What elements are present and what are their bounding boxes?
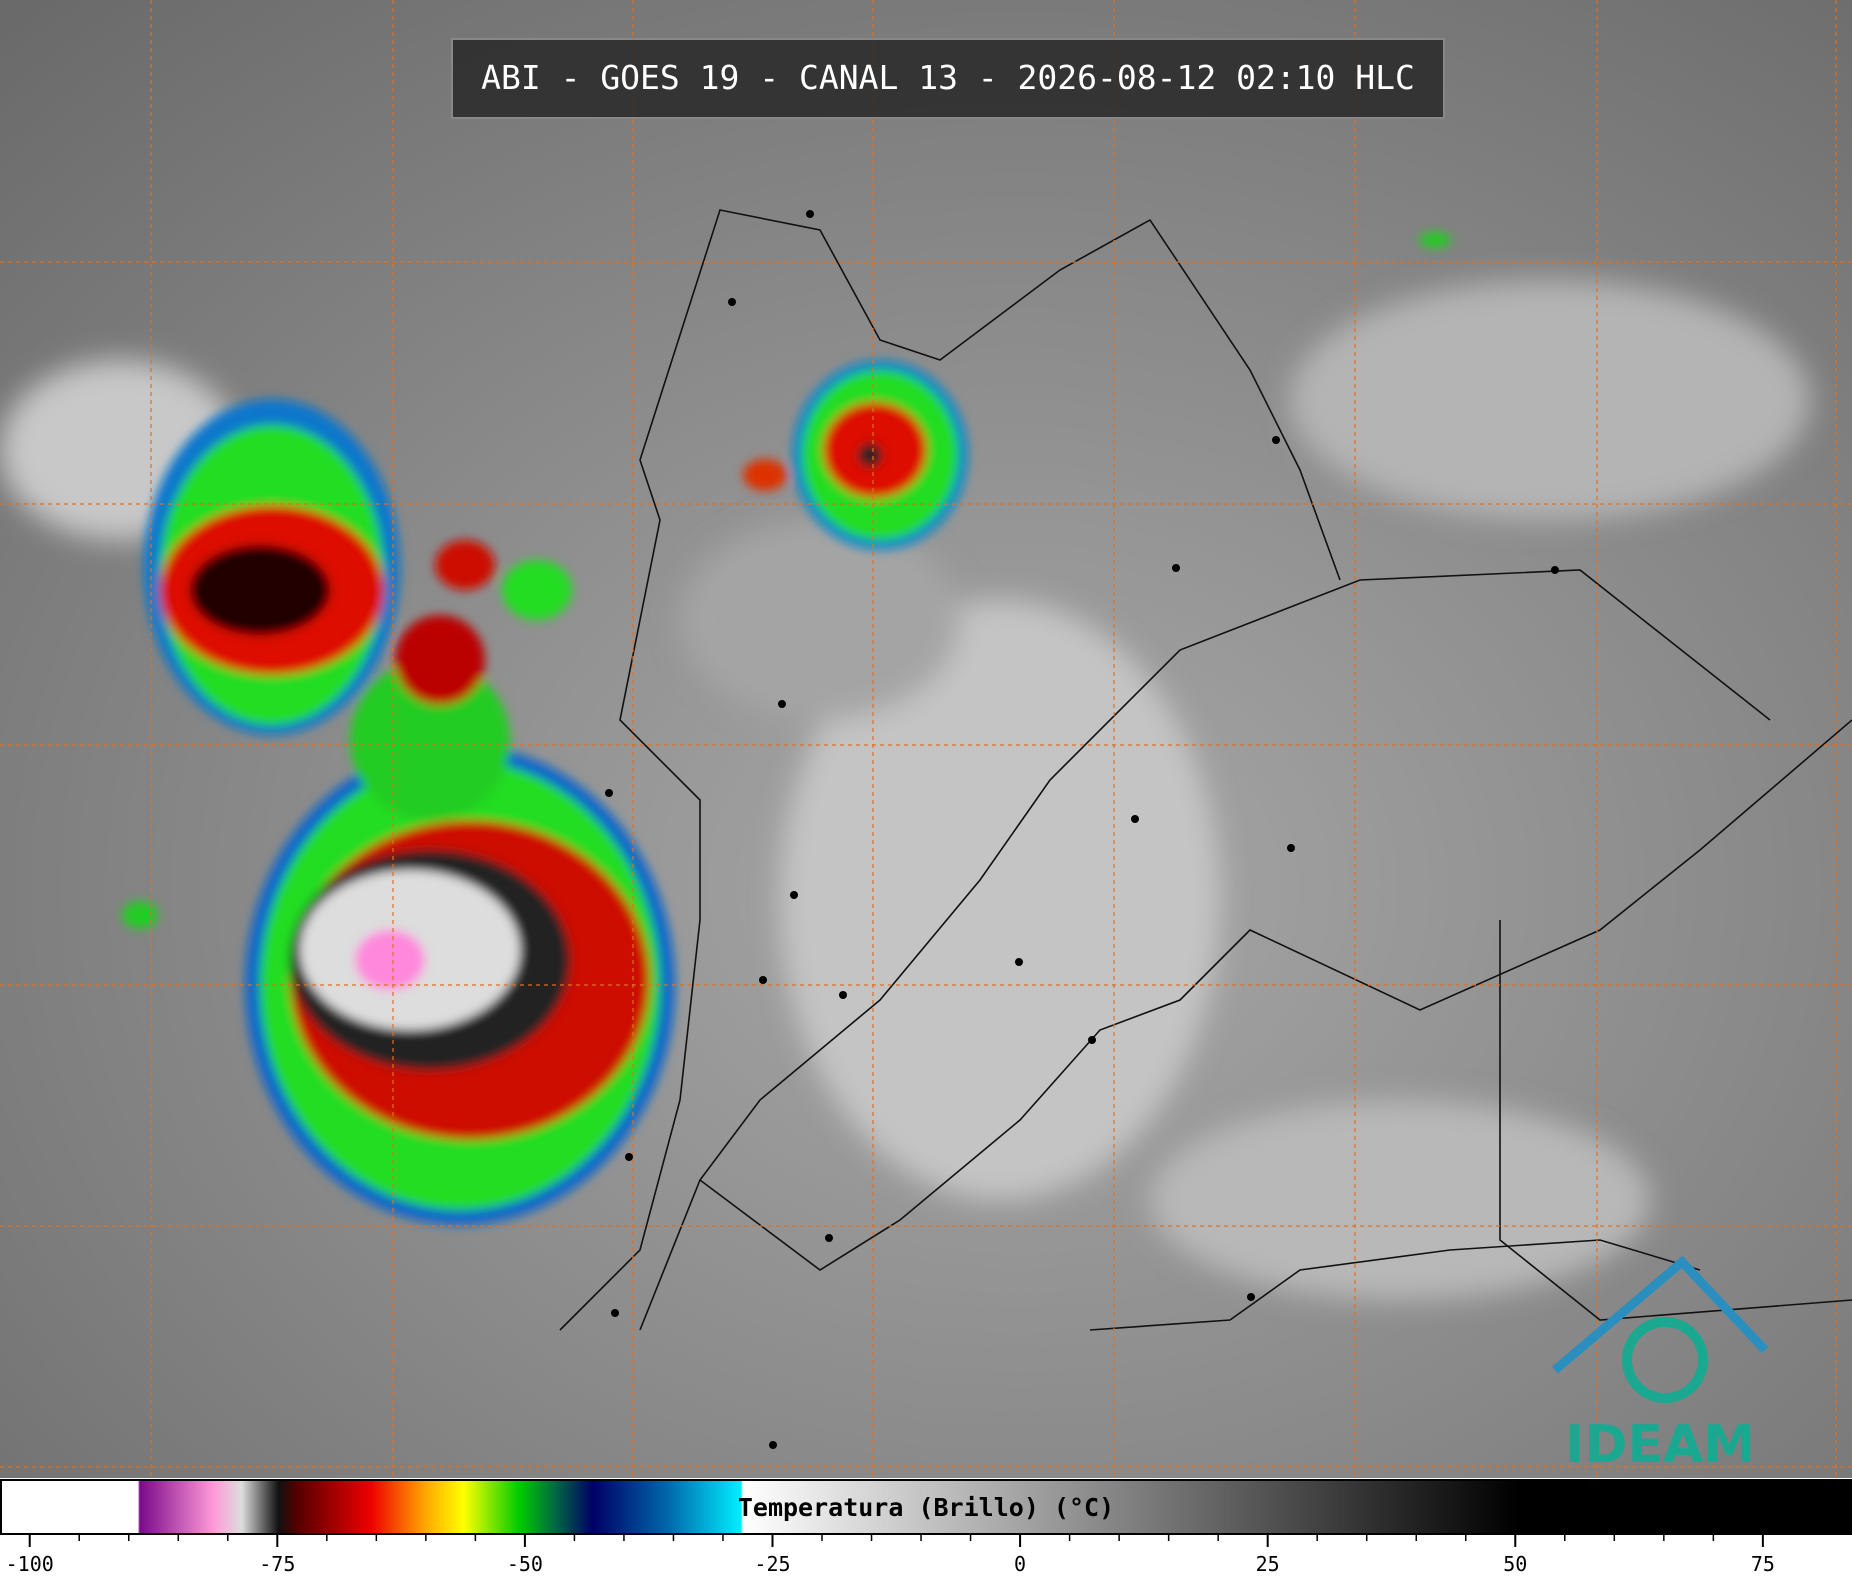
tick-label: -100 (6, 1552, 54, 1576)
colorbar-gradient (0, 1479, 1852, 1535)
logo: IDEAM (1552, 1255, 1769, 1475)
tick-label: -25 (754, 1552, 790, 1576)
tick-label: 50 (1503, 1552, 1527, 1576)
tick-label: 25 (1256, 1552, 1280, 1576)
logo-text: IDEAM (1565, 1415, 1755, 1475)
colorbar: Temperatura (Brillo) (°C) (0, 1478, 1852, 1577)
tick-label: -50 (507, 1552, 543, 1576)
title-box (451, 38, 1445, 119)
tick-label: -75 (259, 1552, 295, 1576)
cities (605, 210, 1559, 1449)
map: IDEAM ABI - GOES 19 - CANAL 13 - 2026-08… (0, 0, 1852, 1478)
graticule (0, 0, 1852, 1478)
title: ABI - GOES 19 - CANAL 13 - 2026-08-12 02… (481, 58, 1415, 97)
clouds (0, 280, 1810, 1300)
tick-label: 75 (1751, 1552, 1775, 1576)
colorbar-title: Temperatura (Brillo) (°C) (738, 1493, 1114, 1522)
tick-label: 0 (1014, 1552, 1026, 1576)
